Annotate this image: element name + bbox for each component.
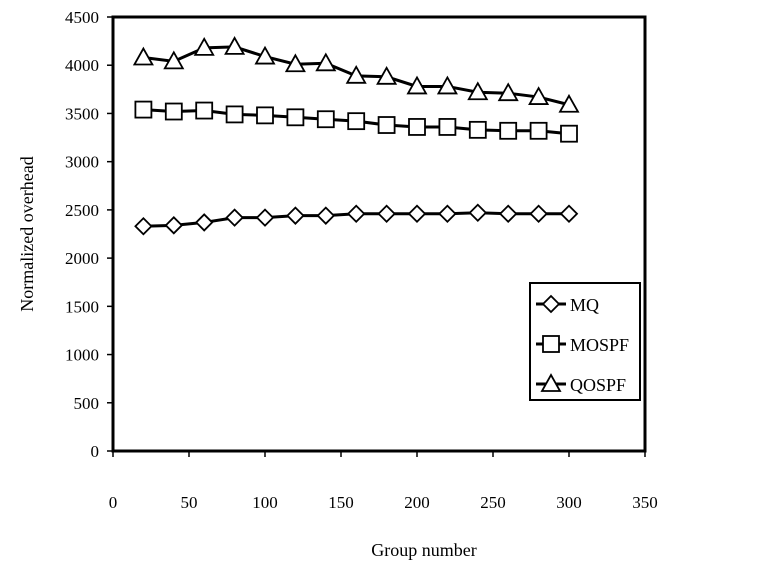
x-tick-label: 100 xyxy=(252,493,278,512)
mospf-data-point xyxy=(316,110,335,129)
mospf-data-point xyxy=(529,121,548,140)
qospf-data-point xyxy=(376,65,398,85)
mq-data-point xyxy=(316,206,336,225)
y-tick-label: 1500 xyxy=(65,297,99,316)
mq-data-point xyxy=(407,204,427,224)
mospf-data-point xyxy=(347,112,366,131)
mq-data-point xyxy=(559,204,579,224)
y-tick-label: 2500 xyxy=(65,201,99,220)
mq-data-point xyxy=(286,206,305,225)
x-tick-label: 50 xyxy=(181,493,198,512)
x-axis: 0 50 100 150 200 250 300 350 xyxy=(109,451,658,512)
mq-data-point xyxy=(346,204,366,224)
x-tick-label: 0 xyxy=(109,493,118,512)
qospf-data-point xyxy=(497,82,519,102)
mospf-data-point xyxy=(408,118,426,136)
y-tick-label: 4000 xyxy=(65,56,99,75)
y-tick-label: 3500 xyxy=(65,104,99,123)
qospf-data-point xyxy=(406,75,428,95)
qospf-data-point xyxy=(467,81,489,101)
mospf-data-point xyxy=(225,105,244,124)
mospf-data-point xyxy=(468,120,487,139)
mq-data-point xyxy=(529,204,548,224)
mospf-data-point xyxy=(286,108,305,127)
mospf-data-point xyxy=(134,100,153,119)
qospf-data-point xyxy=(436,75,458,95)
legend: MQ MOSPF QOSPF xyxy=(529,282,641,401)
x-tick-label: 150 xyxy=(328,493,354,512)
y-axis-title: Normalized overhead xyxy=(17,156,37,311)
legend-items: MQ MOSPF QOSPF xyxy=(536,294,629,395)
mq-data-point xyxy=(438,204,457,224)
qospf-legend-marker xyxy=(540,373,562,392)
x-axis-title: Group number xyxy=(371,540,476,560)
x-tick-label: 300 xyxy=(556,493,582,512)
mq-data-point xyxy=(225,208,244,227)
mq-legend-label: MQ xyxy=(570,295,599,315)
mq-data-point xyxy=(164,216,184,235)
x-tick-label: 350 xyxy=(632,493,658,512)
mq-data-point xyxy=(194,213,214,232)
qospf-data-point xyxy=(284,53,306,73)
y-tick-label: 3000 xyxy=(65,153,99,172)
qospf-data-point xyxy=(558,93,580,113)
y-tick-label: 2000 xyxy=(65,249,99,268)
mospf-data-point xyxy=(438,118,457,136)
mospf-legend-marker xyxy=(542,335,560,353)
mospf-data-point xyxy=(560,124,578,143)
y-tick-label: 1000 xyxy=(65,346,99,365)
mq-data-point xyxy=(134,217,153,236)
series-layer xyxy=(132,36,580,236)
y-tick-label: 0 xyxy=(91,442,100,461)
mospf-legend-label: MOSPF xyxy=(570,335,629,355)
qospf-legend-label: QOSPF xyxy=(570,375,626,395)
mospf-data-point xyxy=(195,101,214,120)
mospf-data-point xyxy=(164,102,183,121)
x-tick-label: 250 xyxy=(480,493,506,512)
mq-data-point xyxy=(377,204,396,224)
qospf-data-point xyxy=(345,64,367,84)
mq-data-point xyxy=(255,208,275,227)
y-tick-label: 4500 xyxy=(65,8,99,27)
mospf-data-point xyxy=(256,106,274,125)
qospf-data-point xyxy=(254,45,276,65)
x-tick-label: 200 xyxy=(404,493,430,512)
mq-legend-marker xyxy=(541,294,561,314)
mq-data-point xyxy=(498,204,518,224)
qospf-data-point xyxy=(528,86,550,105)
mospf-data-point xyxy=(499,121,518,140)
qospf-data-point xyxy=(315,52,337,72)
mospf-data-point xyxy=(377,116,396,134)
qospf-data-point xyxy=(163,50,185,70)
mq-data-point xyxy=(468,203,488,223)
y-tick-label: 500 xyxy=(74,394,100,413)
y-axis: 0 500 1000 1500 2000 2500 3000 3500 4000 4500 xyxy=(65,8,113,461)
qospf-data-point xyxy=(193,37,215,56)
qospf-data-point xyxy=(224,36,246,55)
qospf-data-point xyxy=(132,46,154,66)
